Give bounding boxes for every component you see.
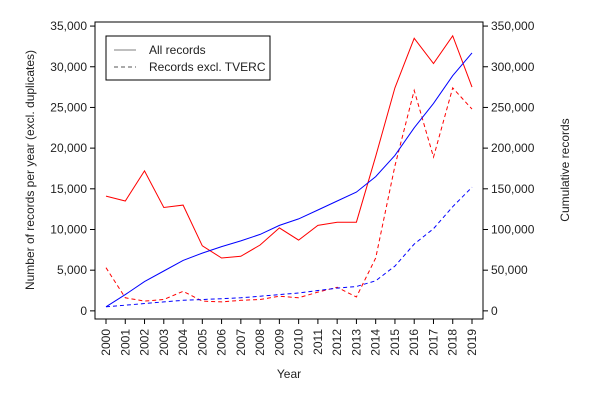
left-tick-label: 35,000 [50, 19, 87, 33]
left-tick-label: 30,000 [50, 60, 87, 74]
legend-label-all-records: All records [149, 43, 206, 57]
x-tick-label: 2006 [215, 329, 229, 356]
series-line-cumulative-excl [105, 186, 473, 308]
x-tick-label: 2009 [272, 329, 286, 356]
series-line-per-year-excl [105, 86, 473, 303]
x-tick-label: 2002 [138, 329, 152, 356]
right-tick-label: 50,000 [491, 263, 528, 277]
right-tick-label: 0 [491, 304, 498, 318]
x-tick-label: 2016 [407, 329, 421, 356]
right-tick-label: 150,000 [491, 182, 535, 196]
x-tick-label: 2012 [330, 329, 344, 356]
x-tick-label: 2008 [253, 329, 267, 356]
left-tick-label: 10,000 [50, 222, 87, 236]
x-tick-label: 2015 [388, 329, 402, 356]
x-tick-label: 2014 [369, 329, 383, 356]
series-layer [105, 34, 473, 308]
x-tick-label: 2003 [157, 329, 171, 356]
legend-label-excl-tverc: Records excl. TVERC [149, 60, 266, 74]
legend: All records Records excl. TVERC [105, 35, 271, 81]
x-tick-label: 2000 [99, 329, 113, 356]
series-line-cumulative-all [105, 52, 473, 308]
left-y-axis: 0 5,000 10,000 15,000 20,000 25,000 30,000 35,0… [50, 19, 96, 318]
left-tick-label: 15,000 [50, 182, 87, 196]
x-tick-label: 2004 [176, 329, 190, 356]
x-tick-label: 2011 [311, 329, 325, 355]
right-tick-label: 350,000 [491, 19, 535, 33]
x-axis: 2000 2001 2002 2003 2004 2005 2006 2007 2008 2009… [99, 318, 479, 356]
x-tick-label: 2001 [118, 329, 132, 356]
x-tick-label: 2013 [349, 329, 363, 356]
legend-box [105, 35, 271, 81]
right-tick-label: 100,000 [491, 222, 535, 236]
y-axis-left-title: Number of records per year (excl. duplic… [23, 50, 37, 290]
series-line-per-year-all [105, 34, 473, 259]
right-tick-label: 250,000 [491, 100, 535, 114]
x-tick-label: 2005 [195, 329, 209, 356]
x-axis-title: Year [277, 367, 301, 381]
right-y-axis: 0 50,000 100,000 150,000 200,000 250,000 300,0… [482, 19, 535, 318]
y-axis-right-title: Cumulative records [558, 118, 572, 221]
x-tick-label: 2007 [234, 329, 248, 356]
left-tick-label: 0 [80, 304, 87, 318]
right-tick-label: 300,000 [491, 60, 535, 74]
x-tick-label: 2018 [446, 329, 460, 356]
left-tick-label: 25,000 [50, 100, 87, 114]
right-tick-label: 200,000 [491, 141, 535, 155]
left-tick-label: 5,000 [57, 263, 87, 277]
x-tick-label: 2019 [465, 329, 479, 356]
left-tick-label: 20,000 [50, 141, 87, 155]
x-tick-label: 2010 [292, 329, 306, 356]
x-tick-label: 2017 [426, 329, 440, 356]
